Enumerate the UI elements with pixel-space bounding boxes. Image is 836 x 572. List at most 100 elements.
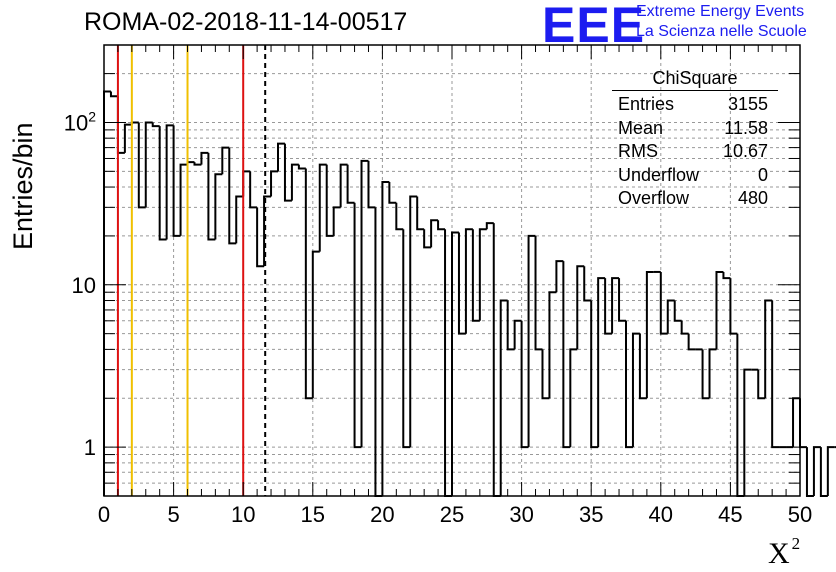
histogram-bin — [325, 164, 334, 237]
histogram-bin — [451, 231, 459, 496]
histogram-bin — [555, 260, 564, 293]
histogram-bin — [548, 291, 557, 399]
histogram-bin — [680, 320, 689, 335]
histogram-bin — [478, 228, 487, 321]
y-tick-label: 10 — [72, 273, 96, 298]
histogram-bin — [708, 348, 717, 399]
histogram-bin — [576, 265, 585, 350]
histogram-bin — [402, 229, 411, 449]
histogram-bin — [485, 222, 494, 230]
histogram-bin — [583, 266, 592, 302]
histogram-bin — [277, 142, 285, 172]
x-tick-label: 0 — [98, 502, 110, 527]
histogram-bin — [645, 270, 654, 399]
histogram-bin — [764, 299, 773, 399]
chart-title: ROMA-02-2018-11-14-00517 — [84, 8, 408, 36]
x-axis-label-superscript: 2 — [791, 534, 801, 553]
histogram-bin — [520, 320, 529, 449]
logo-line-1: Extreme Energy Events — [636, 3, 805, 20]
histogram-bin — [464, 228, 473, 334]
histogram-bin — [186, 161, 195, 165]
histogram-bin — [381, 180, 390, 496]
histogram-bin — [590, 300, 599, 449]
histogram-bin — [513, 319, 522, 350]
histogram-bin — [604, 278, 613, 335]
x-tick-label: 25 — [440, 502, 464, 527]
histogram-bin — [444, 229, 452, 497]
histogram-bin — [207, 152, 216, 241]
histogram-bin — [812, 446, 821, 496]
histogram-bin — [771, 300, 780, 449]
x-tick-label: 50 — [788, 502, 812, 527]
histogram-bin — [597, 277, 606, 448]
histogram-bin — [193, 162, 202, 166]
histogram-bin — [437, 220, 446, 231]
stat-value: 10.67 — [722, 141, 768, 161]
axes — [103, 44, 801, 497]
histogram-bin — [339, 163, 348, 208]
stat-row-overflow: Overflow 480 — [612, 187, 780, 211]
histogram-bin — [527, 234, 536, 448]
x-tick-label: 20 — [370, 502, 394, 527]
stat-row-rms: RMS 10.67 — [612, 140, 780, 164]
y-tick-base: 10 — [64, 110, 88, 135]
histogram-bin — [283, 143, 292, 202]
histogram-bin — [506, 300, 515, 351]
y-tick-exponent: 2 — [88, 108, 96, 124]
histogram-bin — [638, 333, 647, 400]
histogram-bin — [290, 163, 299, 201]
x-tick-label: 5 — [167, 502, 179, 527]
histogram-bin — [353, 202, 362, 449]
histogram-bin — [297, 164, 306, 170]
x-tick-label: 35 — [579, 502, 603, 527]
histogram-bin — [659, 271, 668, 335]
x-tick-label: 10 — [231, 502, 255, 527]
histogram-bin — [701, 349, 710, 400]
histogram-bin — [541, 349, 550, 400]
stats-title: ChiSquare — [612, 68, 778, 91]
histogram-bin — [214, 173, 223, 240]
histogram-bin — [625, 320, 633, 449]
histogram-bin — [471, 229, 480, 322]
histogram-bin — [172, 125, 181, 237]
stat-label: Underflow — [618, 164, 700, 185]
histogram-bin — [792, 397, 800, 448]
x-tick-label: 45 — [718, 502, 742, 527]
histogram-bin — [116, 96, 125, 154]
histogram-bin — [130, 121, 139, 125]
y-axis-label: Entries/bin — [8, 122, 38, 250]
histogram-bin — [123, 123, 132, 153]
histogram-bin — [430, 219, 439, 248]
histogram-bin — [221, 146, 230, 175]
histogram-bin — [736, 333, 745, 497]
histogram-bin — [499, 299, 508, 496]
stat-value: 3155 — [727, 94, 768, 114]
stat-row-mean: Mean 11.58 — [612, 117, 780, 141]
stat-label: Mean — [618, 117, 664, 138]
histogram-bin — [263, 195, 272, 267]
histogram-bin — [569, 348, 578, 448]
histogram-bin — [819, 447, 828, 497]
histogram-bin — [618, 278, 626, 322]
histogram-bin — [332, 206, 341, 236]
histogram-bin — [757, 369, 766, 400]
x-tick-label: 30 — [509, 502, 533, 527]
histogram-bin — [256, 207, 265, 268]
histogram-bin — [799, 398, 807, 449]
x-axis-label-base: X — [768, 537, 790, 570]
histogram-bin — [346, 164, 355, 204]
eee-logo: EEE — [542, 0, 646, 53]
histogram-bin — [137, 122, 146, 209]
histogram-bin — [423, 229, 432, 249]
stat-label: Overflow — [618, 188, 690, 208]
histogram-bin — [631, 332, 640, 448]
histogram-bin — [103, 90, 111, 496]
histogram-bin — [318, 163, 327, 252]
histogram-bin — [611, 277, 620, 334]
histogram-bin — [388, 181, 397, 204]
histogram-bin — [165, 124, 174, 240]
histogram-bin — [409, 195, 418, 448]
x-tick-label: 40 — [649, 502, 673, 527]
